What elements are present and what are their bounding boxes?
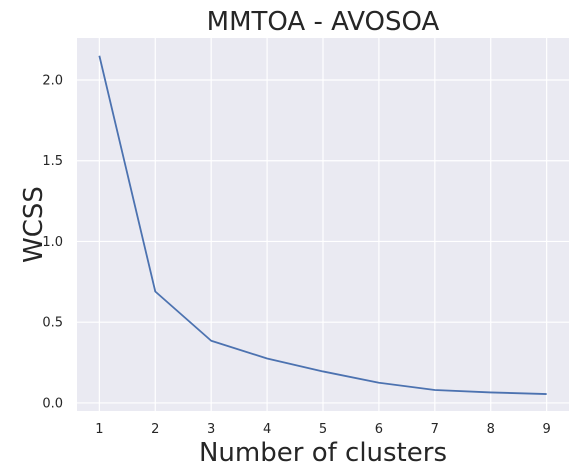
x-tick-label: 4	[263, 422, 271, 437]
x-tick-label: 2	[151, 422, 159, 437]
chart-title: MMTOA - AVOSOA	[207, 7, 440, 37]
y-axis-label: WCSS	[19, 186, 49, 263]
x-tick-label: 5	[319, 422, 327, 437]
x-tick-label: 7	[431, 422, 439, 437]
x-tick-label: 8	[487, 422, 495, 437]
series-layer	[98, 55, 547, 395]
series-line-0	[98, 55, 547, 395]
y-tick-label: 1.0	[42, 235, 63, 250]
grid-lines	[77, 38, 569, 411]
y-tick-label: 2.0	[42, 73, 63, 88]
x-tick-label: 6	[375, 422, 383, 437]
x-tick-label: 3	[207, 422, 215, 437]
x-tick-label: 9	[542, 422, 550, 437]
y-tick-label: 0.5	[42, 316, 63, 331]
tick-labels: 1 2 3 4 5 6 7 8 9 0.0 0.5 1.0 1.5 2.0	[42, 73, 550, 437]
x-axis-label: Number of clusters	[199, 438, 447, 468]
y-tick-label: 1.5	[42, 154, 63, 169]
y-tick-label: 0.0	[42, 396, 63, 411]
x-tick-label: 1	[95, 422, 103, 437]
